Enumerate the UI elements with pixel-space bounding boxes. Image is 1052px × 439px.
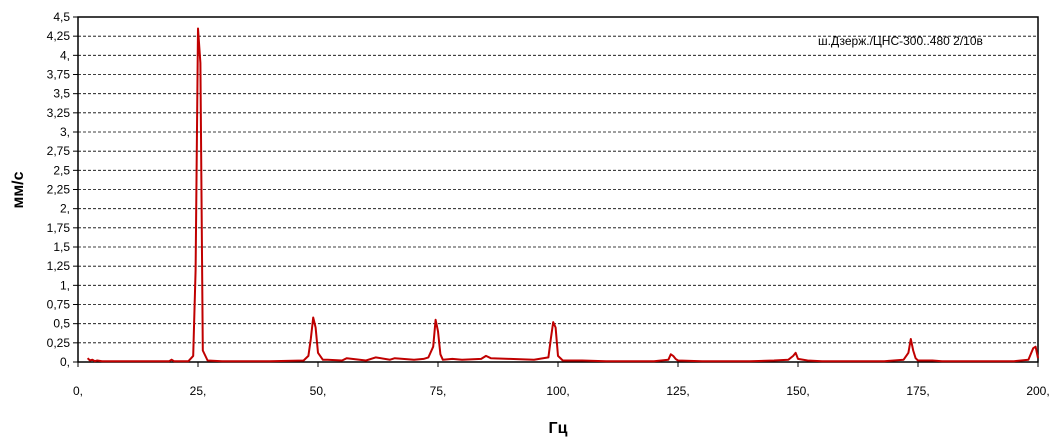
y-tick-label: 2, — [60, 202, 70, 216]
y-tick-label: 2,75 — [47, 144, 71, 158]
y-tick-label: 2,5 — [53, 163, 70, 177]
y-axis-ticks: 0, 0,25 0,5 0,75 1, 1,25 1,5 1,75 2, 2,25 2,5 2,75 3… — [47, 10, 78, 369]
y-tick-label: 0,5 — [53, 317, 70, 331]
x-tick-label: 25, — [190, 384, 207, 398]
x-tick-label: 175, — [906, 384, 929, 398]
grid — [78, 35, 1038, 344]
x-tick-label: 125, — [666, 384, 689, 398]
y-tick-label: 0, — [60, 355, 70, 369]
x-tick-label: 75, — [430, 384, 447, 398]
y-tick-label: 2,25 — [47, 183, 71, 197]
y-tick-label: 4,5 — [53, 10, 70, 24]
y-tick-label: 1,75 — [47, 221, 71, 235]
x-axis-title: Гц — [549, 420, 568, 437]
y-tick-label: 3, — [60, 125, 70, 139]
y-tick-label: 3,75 — [47, 68, 71, 82]
y-tick-label: 4, — [60, 48, 70, 62]
legend-label: ш.Дзерж./ЦНС-300..480 2/10в — [818, 34, 983, 48]
y-tick-label: 3,25 — [47, 106, 71, 120]
x-tick-label: 150, — [786, 384, 809, 398]
x-tick-label: 0, — [73, 384, 83, 398]
y-tick-label: 4,25 — [47, 29, 71, 43]
series-line — [86, 27, 1039, 363]
x-tick-label: 50, — [310, 384, 327, 398]
y-tick-label: 0,75 — [47, 298, 71, 312]
y-tick-label: 0,25 — [47, 336, 71, 350]
y-tick-label: 1,25 — [47, 259, 71, 273]
x-axis-ticks: 0, 25, 50, 75, 100, 125, 150, 175, 200, — [73, 362, 1050, 398]
x-tick-label: 100, — [546, 384, 569, 398]
y-tick-label: 1, — [60, 278, 70, 292]
y-tick-label: 1,5 — [53, 240, 70, 254]
y-tick-label: 3,5 — [53, 87, 70, 101]
y-axis-title: мм/с — [10, 171, 27, 208]
x-tick-label: 200, — [1026, 384, 1049, 398]
